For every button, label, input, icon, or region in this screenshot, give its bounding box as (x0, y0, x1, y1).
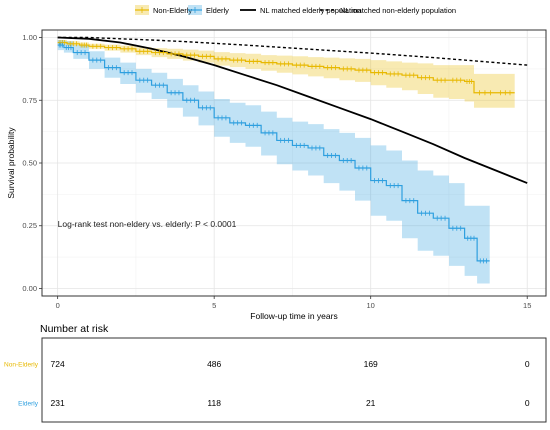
nl-matched-elderly-population-legend-label: NL matched elderly population (260, 6, 361, 15)
risk-count: 486 (207, 359, 221, 369)
risk-count: 724 (51, 359, 65, 369)
survival-plot: Log-rank test non-eldery vs. elderly: P … (6, 29, 547, 321)
elderly-censor-marks (58, 42, 487, 264)
risk-count: 21 (366, 398, 376, 408)
logrank-annotation: Log-rank test non-eldery vs. elderly: P … (58, 219, 237, 229)
y-axis-label: Survival probability (6, 127, 16, 199)
non-elderly-ci-band (57, 40, 515, 108)
y-tick-label: 0.25 (22, 221, 37, 230)
x-tick-label: 10 (367, 301, 375, 310)
risk-row-elderly: Elderly 231 118 21 0 (18, 398, 530, 408)
x-tick-label: 5 (212, 301, 216, 310)
nl-matched-non-elderly-population-line (57, 36, 528, 66)
nl-matched-non-elderly-population-legend-label: NL matched non-elderly population (340, 6, 456, 15)
y-tick-label: 1.00 (22, 33, 37, 42)
risk-table-title: Number at risk (40, 323, 109, 335)
risk-row-non-elderly: Non-Elderly 724 486 169 0 (4, 359, 530, 369)
elderly-ci-band (57, 40, 490, 284)
y-tick-label: 0.50 (22, 159, 37, 168)
risk-count: 118 (207, 398, 221, 408)
y-tick-label: 0.00 (22, 284, 37, 293)
non-elderly-legend-label: Non-Elderly (153, 6, 192, 15)
x-axis-label: Follow-up time in years (250, 311, 337, 321)
risk-row-label: Non-Elderly (4, 362, 39, 369)
risk-row-label: Elderly (18, 401, 39, 408)
risk-count: 0 (525, 359, 530, 369)
risk-count: 0 (525, 398, 530, 408)
x-tick-label: 15 (523, 301, 531, 310)
x-tick-label: 0 (56, 301, 60, 310)
nl-matched-elderly-population-line (57, 36, 528, 184)
elderly-legend-label: Elderly (206, 6, 229, 15)
risk-table-frame (41, 337, 547, 423)
legend: Non-Elderly Elderly NL matched elderly pop… (135, 5, 456, 15)
risk-count: 169 (364, 359, 378, 369)
risk-count: 231 (51, 398, 65, 408)
non-elderly-censor-marks (59, 40, 511, 96)
y-tick-label: 0.75 (22, 96, 37, 105)
